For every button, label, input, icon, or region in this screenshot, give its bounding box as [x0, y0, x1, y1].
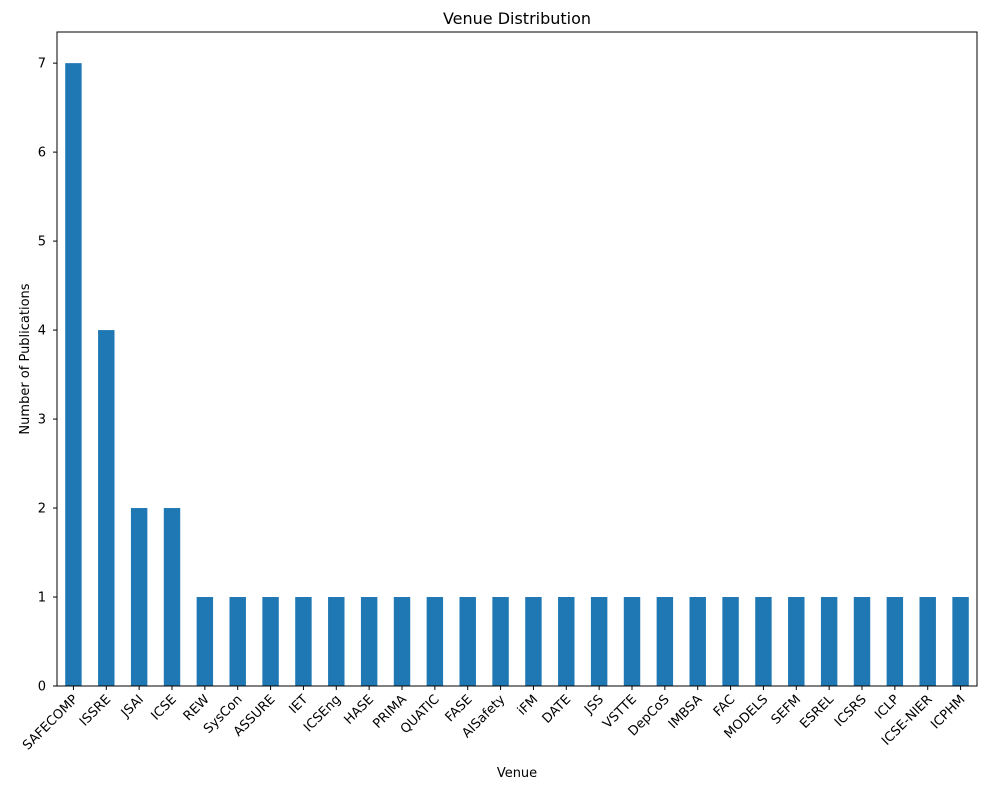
bar-icseng: [328, 597, 345, 686]
x-tick-label-fac: FAC: [711, 692, 739, 720]
bar-hase: [360, 597, 378, 686]
bar-esrel: [820, 597, 838, 686]
y-tick-label-2: 2: [38, 502, 46, 517]
axes-layer: [56, 31, 978, 687]
bar-iclp: [886, 597, 904, 686]
y-axis-label: Number of Publications: [18, 283, 33, 434]
y-tick-label-7: 7: [38, 57, 46, 72]
bars-layer: [65, 63, 969, 686]
x-tick-label-iet: IET: [287, 692, 312, 717]
x-tick-label-date: DATE: [540, 692, 575, 727]
x-tick-label-safecomp: SAFECOMP: [20, 692, 81, 753]
x-tick-label-jsai: JSAI: [118, 692, 147, 721]
y-tick-label-6: 6: [38, 146, 46, 161]
x-tick-label-icseng: ICSEng: [301, 692, 344, 735]
bar-fase: [459, 597, 476, 686]
bar-icsrs: [853, 597, 871, 686]
x-tick-label-ifm: iFM: [515, 692, 541, 718]
x-tick-label-jss: JSS: [581, 692, 607, 718]
bar-icphm: [952, 597, 969, 686]
bar-assure: [262, 597, 279, 686]
x-tick-label-icsrs: ICSRS: [832, 692, 870, 730]
x-tick-label-icse: ICSE: [148, 692, 179, 723]
bar-icse-nier: [919, 597, 936, 686]
y-tick-label-1: 1: [38, 591, 46, 606]
bar-ifm: [525, 597, 542, 686]
bar-rew: [196, 597, 214, 686]
bar-imbsa: [689, 597, 706, 686]
x-tick-label-issre: ISSRE: [77, 692, 114, 729]
x-tick-label-icphm: ICPHM: [928, 692, 968, 732]
x-tick-label-esrel: ESREL: [797, 692, 837, 732]
bar-iet: [295, 597, 312, 686]
bar-safecomp: [65, 63, 82, 686]
bar-aisafety: [492, 597, 509, 686]
x-tick-label-imbsa: IMBSA: [666, 692, 706, 732]
plot-frame: [56, 31, 978, 687]
bar-sefm: [788, 597, 805, 686]
bar-quatic: [426, 597, 444, 686]
bar-models: [755, 597, 772, 686]
bar-fac: [722, 597, 739, 686]
bar-vstte: [623, 597, 641, 686]
bar-icse: [163, 508, 181, 686]
bar-prima: [393, 597, 411, 686]
bar-date: [558, 597, 575, 686]
bar-jsai: [130, 508, 148, 686]
bar-jss: [590, 597, 608, 686]
y-tick-label-5: 5: [38, 235, 46, 250]
y-tick-label-3: 3: [38, 413, 46, 428]
x-axis-label: Venue: [497, 766, 537, 781]
chart-title: Venue Distribution: [443, 9, 591, 28]
y-tick-label-0: 0: [38, 680, 46, 695]
bar-issre: [98, 330, 115, 686]
bar-syscon: [229, 597, 246, 686]
y-tick-label-4: 4: [38, 324, 46, 339]
bar-depcos: [656, 597, 674, 686]
